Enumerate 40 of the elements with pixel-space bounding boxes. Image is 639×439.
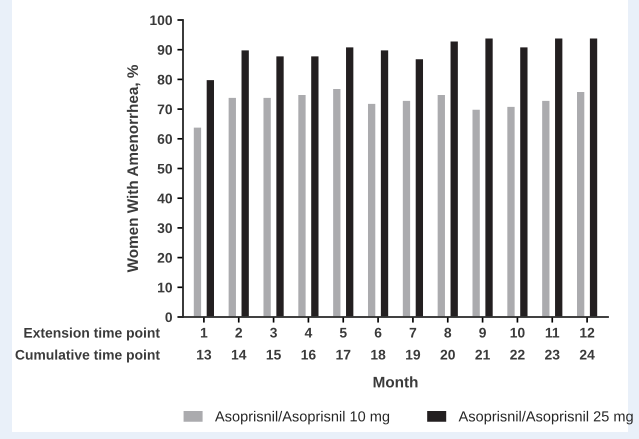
bar bbox=[366, 102, 377, 317]
x-tick-label: 5 17 bbox=[336, 328, 350, 360]
legend-label: Asoprisnil/Asoprisnil 10 mg bbox=[214, 410, 390, 424]
x-tick-label: 10 22 bbox=[510, 328, 525, 360]
y-tick-label: 60 bbox=[158, 134, 172, 144]
y-tick-label: 90 bbox=[158, 45, 172, 55]
x-tick-label: 8 20 bbox=[440, 328, 455, 360]
x-tick-label: 3 15 bbox=[266, 328, 281, 360]
bar bbox=[227, 96, 238, 317]
x-tick-label: 11 23 bbox=[545, 328, 560, 360]
x-axis-title: Month bbox=[374, 376, 418, 388]
bar bbox=[576, 90, 586, 317]
bar bbox=[262, 96, 272, 317]
y-tick-label: 30 bbox=[157, 223, 172, 234]
y-tick-label: 40 bbox=[157, 194, 172, 204]
bar bbox=[401, 99, 412, 317]
y-tick-label: 10 bbox=[158, 282, 172, 292]
x-tick-label: 12 24 bbox=[580, 328, 595, 360]
legend-label: Asoprisnil/Asoprisnil 25 mg bbox=[458, 410, 633, 424]
x-tick-label: 7 19 bbox=[406, 328, 420, 360]
bar bbox=[332, 88, 342, 317]
bar bbox=[471, 108, 482, 317]
y-tick-label: 0 bbox=[165, 312, 172, 322]
text: Extension time point Cumulative time point bbox=[16, 328, 160, 362]
bar bbox=[192, 126, 203, 317]
x-tick-label: 6 18 bbox=[371, 328, 386, 360]
bar bbox=[436, 94, 446, 317]
y-tick-label: 20 bbox=[158, 252, 172, 263]
bar bbox=[296, 94, 308, 317]
y-tick-label: 70 bbox=[158, 104, 172, 114]
x-tick-label: 9 21 bbox=[475, 328, 490, 360]
x-tick-label: 2 14 bbox=[232, 328, 246, 360]
y-tick-label: 100 bbox=[150, 15, 172, 26]
x-tick-label: 4 16 bbox=[302, 328, 316, 360]
bar bbox=[506, 105, 516, 317]
y-tick-label: 80 bbox=[158, 74, 172, 85]
y-tick-label: 50 bbox=[158, 164, 172, 174]
x-tick-label: 1 13 bbox=[197, 328, 212, 360]
y-axis-title: Women With Amenorrhea, % bbox=[126, 64, 140, 272]
bar bbox=[540, 99, 551, 317]
